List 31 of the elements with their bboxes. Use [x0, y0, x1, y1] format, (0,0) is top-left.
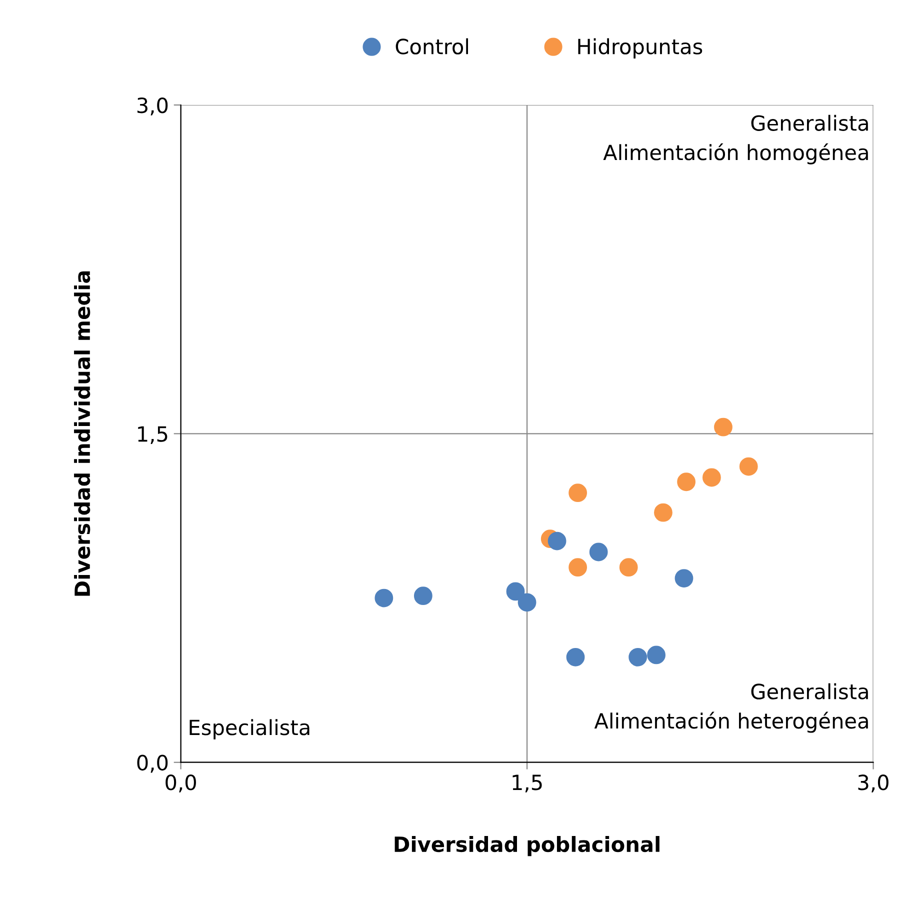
- point: [589, 542, 608, 562]
- point: [414, 586, 432, 606]
- point: [548, 532, 566, 550]
- y-tick-label: 1,5: [138, 426, 168, 444]
- point: [568, 484, 588, 502]
- point: [374, 588, 394, 608]
- point: [566, 648, 585, 666]
- annotation: Especialista: [190, 719, 310, 740]
- point: [506, 582, 525, 601]
- point: [619, 558, 638, 577]
- y-tick-label: 0,0: [137, 754, 168, 773]
- y-axis-title: Diversidad individual media: [74, 271, 90, 596]
- point: [654, 503, 672, 522]
- x-tick-label: 3,0: [858, 774, 888, 792]
- point: [568, 558, 588, 577]
- point: [702, 468, 721, 487]
- x-tick-label: 0,0: [166, 774, 196, 792]
- legend-label: Hidropuntas: [578, 38, 702, 58]
- point: [714, 418, 732, 436]
- point: [647, 646, 666, 664]
- point: [677, 472, 696, 492]
- annotation: Generalista Alimentación heterogénea: [594, 683, 868, 733]
- point: [628, 648, 648, 666]
- y-tick-label: 3,0: [137, 97, 168, 116]
- x-axis-title: Diversidad poblacional: [394, 836, 660, 856]
- point: [518, 593, 536, 612]
- point: [674, 569, 694, 588]
- point: [739, 457, 758, 476]
- annotation: Generalista Alimentación homogénea: [603, 114, 868, 164]
- x-tick-label: 1,5: [512, 774, 542, 792]
- legend-label: Control: [396, 38, 468, 54]
